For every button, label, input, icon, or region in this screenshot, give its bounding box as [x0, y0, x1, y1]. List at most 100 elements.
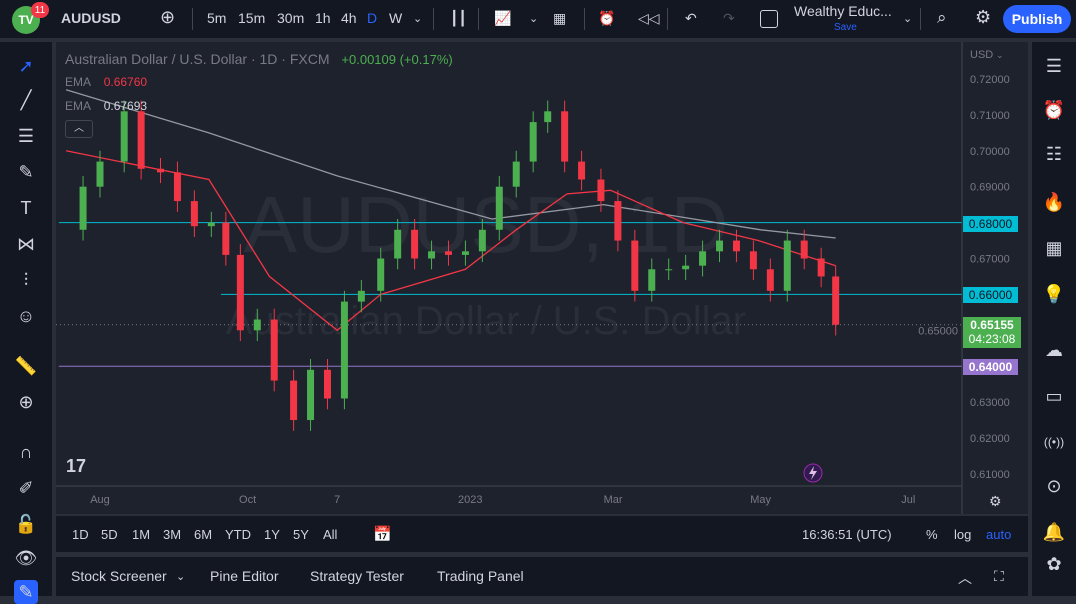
date-range-icon[interactable]: 📅 [373, 526, 392, 543]
candle-body [648, 269, 656, 291]
range-6m[interactable]: 6M [194, 527, 213, 542]
calendar-icon[interactable]: ▦ [1045, 238, 1063, 258]
range-1y[interactable]: 1Y [264, 527, 280, 542]
lightning-icon [809, 466, 817, 480]
interval-30m[interactable]: 30m [277, 10, 305, 26]
candles-icon[interactable]: ┃┃ [450, 10, 467, 26]
tradingview-logo: 17 [66, 456, 86, 476]
layout-grid-icon[interactable]: ▦ [553, 10, 567, 26]
emoji-icon[interactable]: ☺ [16, 306, 36, 326]
undo-icon[interactable]: ↶ [685, 10, 697, 26]
layout-dropdown-icon[interactable]: ⌄ [903, 13, 913, 25]
brush-icon[interactable]: ✎ [18, 162, 34, 182]
top-toolbar: TV 11 AUDUSD ⊕ 5m 15m 30m 1h 4h D W ⌄ ┃┃… [0, 0, 1076, 38]
range-all[interactable]: All [323, 527, 338, 542]
hotlist-fire-icon[interactable]: 🔥 [1042, 192, 1066, 212]
interval-d[interactable]: D [367, 10, 378, 26]
lock-drawing-icon[interactable]: ✐ [18, 478, 34, 498]
candle-body [544, 111, 552, 123]
range-1m[interactable]: 1M [132, 527, 151, 542]
log-toggle[interactable]: log [954, 527, 972, 542]
settings-gear-icon[interactable]: ⚙ [975, 7, 992, 27]
tab-pine-editor[interactable]: Pine Editor [210, 568, 279, 584]
interval-15m[interactable]: 15m [238, 10, 266, 26]
alert-icon[interactable]: ⏰ [598, 10, 616, 26]
add-symbol-icon[interactable]: ⊕ [160, 7, 176, 27]
legend-title[interactable]: Australian Dollar / U.S. Dollar · 1D · F… [65, 51, 330, 67]
axis-settings-icon[interactable]: ⚙ [989, 493, 1002, 509]
clock-time[interactable]: 16:36:51 (UTC) [802, 527, 892, 542]
maximize-panel-icon[interactable]: ⛶ [994, 568, 1004, 584]
auto-toggle[interactable]: auto [986, 527, 1012, 542]
trend-line-icon[interactable]: ╱ [20, 90, 32, 110]
interval-1h[interactable]: 1h [315, 10, 331, 26]
tab-strategy-tester[interactable]: Strategy Tester [310, 568, 404, 584]
candle-body [96, 161, 104, 187]
collapse-legend-button[interactable]: ︿ [65, 120, 93, 138]
range-ytd[interactable]: YTD [225, 527, 251, 542]
candle-body [394, 229, 402, 259]
watchlist-icon[interactable]: ☰ [1045, 56, 1063, 76]
chat-cloud-icon[interactable]: ☁ [1045, 340, 1063, 360]
level-label-0640: 0.64000 [963, 359, 1018, 375]
playback-icon[interactable]: ⊙ [1046, 476, 1062, 496]
publish-button[interactable]: Publish [1003, 5, 1071, 33]
price-tick-label: 0.61000 [970, 469, 1010, 481]
signal-icon[interactable]: ((•)) [1043, 435, 1065, 449]
indicators-dropdown-icon[interactable]: ⌄ [529, 13, 539, 25]
zoom-in-icon[interactable]: ⊕ [18, 392, 34, 412]
search-icon[interactable]: ⌕ [937, 8, 947, 27]
candle-body [120, 111, 128, 162]
visibility-eye-icon[interactable]: 👁 [14, 548, 38, 568]
legend-change: +0.00109 (+0.17%) [341, 52, 453, 67]
currency-dropdown-icon[interactable]: ⌄ [996, 50, 1004, 60]
interval-5m[interactable]: 5m [207, 10, 227, 26]
cursor-icon[interactable]: ➚ [18, 56, 34, 76]
range-5y[interactable]: 5Y [293, 527, 309, 542]
time-tick-label: May [750, 494, 771, 506]
pattern-icon[interactable]: ⋈ [17, 234, 35, 254]
remove-drawings-icon[interactable]: ✎ [14, 580, 38, 604]
brain-icon[interactable]: ✿ [1046, 554, 1062, 574]
range-1d[interactable]: 1D [72, 527, 89, 542]
watermark-symbol: AUDUSD, 1D [244, 180, 729, 269]
interval-w[interactable]: W [389, 10, 403, 26]
forecast-icon[interactable]: ⫶ [23, 270, 29, 290]
ideas-bulb-icon[interactable]: 💡 [1042, 284, 1066, 304]
magnet-icon[interactable]: ∩ [19, 442, 33, 462]
notifications-bell-icon[interactable]: 🔔 [1042, 522, 1066, 542]
percent-toggle[interactable]: % [926, 527, 938, 542]
fullscreen-layout-icon[interactable] [760, 10, 778, 28]
time-tick-label: Oct [239, 494, 256, 506]
right-sidebar: ☰ ⏰ ☷ 🔥 ▦ 💡 ☁ ▭ ((•)) ⊙ 🔔 ✿ [1032, 42, 1076, 596]
symbol-search[interactable]: AUDUSD [61, 10, 121, 26]
ruler-icon[interactable]: 📏 [14, 356, 38, 376]
lock-icon[interactable]: 🔓 [14, 514, 38, 534]
currency-label[interactable]: USD [970, 49, 993, 61]
ema-fast-legend[interactable]: EMA 0.66760 [65, 75, 147, 89]
messages-icon[interactable]: ▭ [1045, 386, 1063, 406]
chart-pane[interactable]: AUDUSD, 1D Australian Dollar / U.S. Doll… [56, 42, 1028, 514]
range-3m[interactable]: 3M [163, 527, 182, 542]
layout-name[interactable]: Wealthy Educ... [794, 3, 892, 19]
range-5d[interactable]: 5D [101, 527, 118, 542]
collapse-panel-icon[interactable]: ︿ [958, 570, 972, 586]
alarm-clock-icon[interactable]: ⏰ [1042, 100, 1066, 120]
candle-body [357, 290, 365, 302]
price-chart[interactable]: AUDUSD, 1D Australian Dollar / U.S. Doll… [56, 42, 1028, 514]
time-tick-label: Mar [604, 494, 623, 506]
candle-body [749, 251, 757, 270]
text-icon[interactable]: T [20, 198, 32, 218]
replay-icon[interactable]: ◁◁ [638, 10, 660, 26]
indicators-icon[interactable]: 📈 [494, 10, 512, 26]
horizontal-lines-icon[interactable]: ☰ [17, 126, 35, 146]
save-label[interactable]: Save [834, 22, 857, 33]
tab-trading-panel[interactable]: Trading Panel [437, 568, 524, 584]
interval-4h[interactable]: 4h [341, 10, 357, 26]
news-list-icon[interactable]: ☷ [1045, 144, 1063, 164]
interval-dropdown-icon[interactable]: ⌄ [413, 13, 423, 25]
ema-slow-legend[interactable]: EMA 0.67693 [65, 99, 147, 113]
screener-dropdown-icon[interactable]: ⌄ [176, 571, 186, 583]
tab-stock-screener[interactable]: Stock Screener [71, 568, 167, 584]
candle-body [270, 319, 278, 381]
